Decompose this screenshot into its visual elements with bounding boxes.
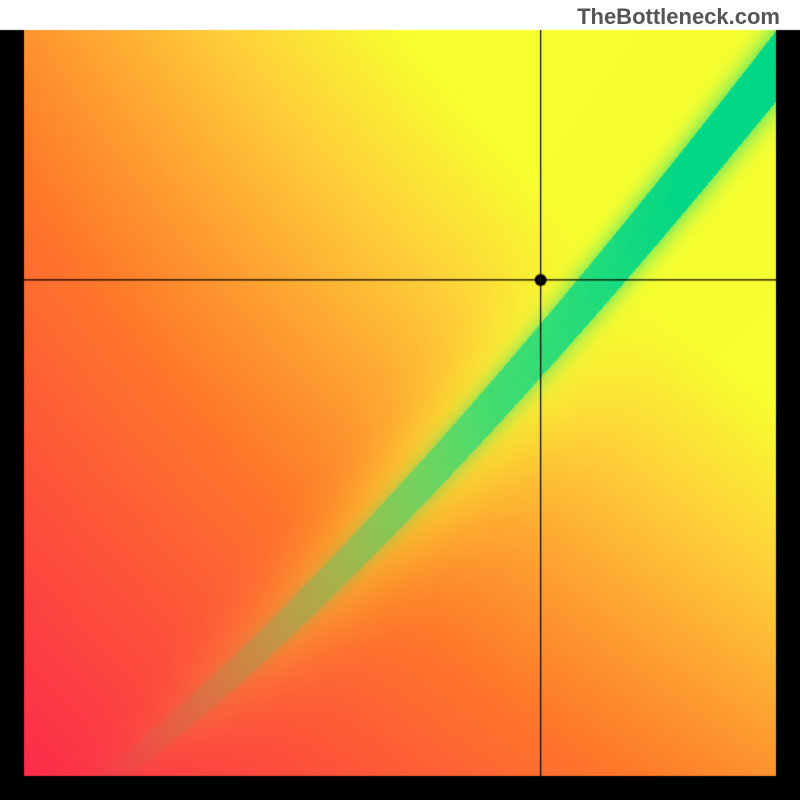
bottleneck-heatmap [0,0,800,800]
watermark-text: TheBottleneck.com [577,4,780,30]
